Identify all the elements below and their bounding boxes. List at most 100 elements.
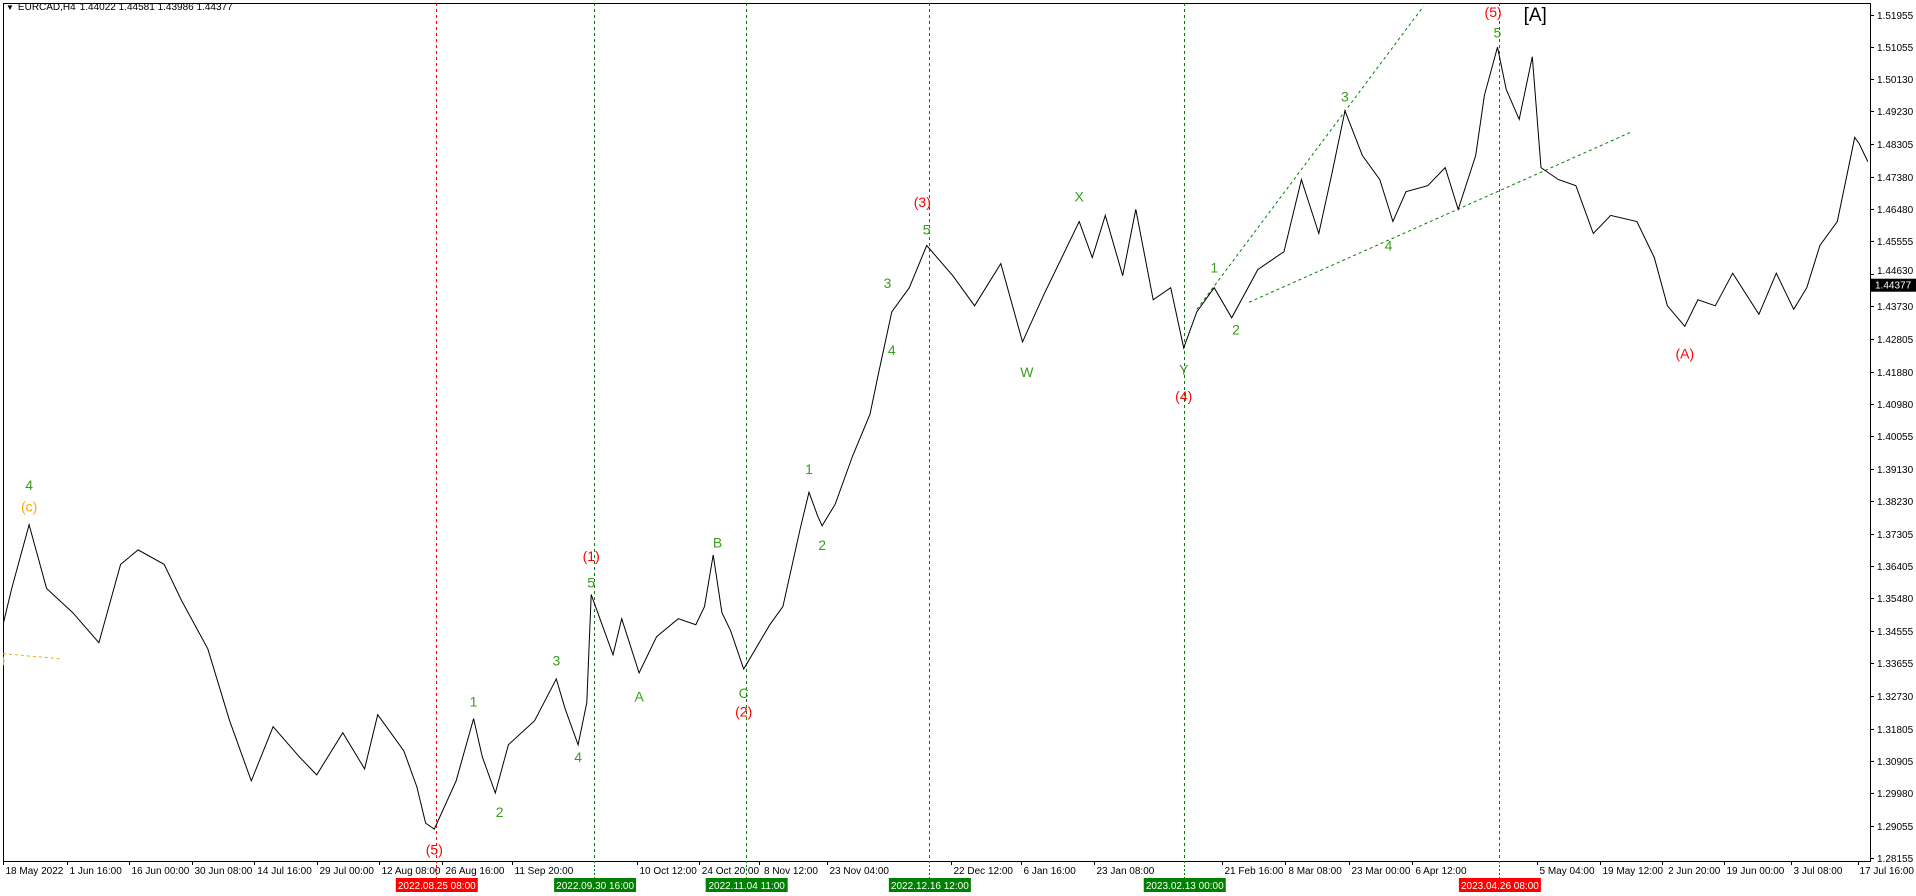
trendlines — [3, 6, 1633, 660]
wave-label: 4 — [888, 342, 896, 358]
wave-label: 4 — [1385, 238, 1393, 254]
x-tick-label: 18 May 2022 — [6, 866, 64, 877]
x-tick-label: 17 Jul 16:00 — [1860, 866, 1915, 877]
x-tick-label: 19 May 12:00 — [1603, 866, 1664, 877]
wave-label: Y — [1179, 361, 1189, 377]
x-tick-label: 5 May 04:00 — [1540, 866, 1595, 877]
y-tick-label: 1.50130 — [1877, 75, 1914, 86]
wave-label: 2 — [818, 537, 826, 553]
wave-label: X — [1075, 188, 1085, 204]
wave-label: B — [713, 535, 722, 551]
y-tick-label: 1.30905 — [1877, 757, 1914, 768]
y-tick-label: 1.38230 — [1877, 497, 1914, 508]
wave-label: 1 — [1210, 259, 1218, 275]
wave-label: 2 — [1232, 322, 1240, 338]
y-tick-label: 1.29980 — [1877, 789, 1914, 800]
y-tick-label: 1.37305 — [1877, 530, 1914, 541]
x-tick-label: 26 Aug 16:00 — [446, 866, 505, 877]
y-tick-label: 1.28155 — [1877, 854, 1914, 865]
vertical-line-date-badge — [395, 878, 478, 892]
vertical-line-date-label: 2023.02.13 00:00 — [1146, 881, 1224, 892]
x-tick-label: 11 Sep 20:00 — [515, 866, 574, 877]
wave-label: (2) — [735, 703, 752, 719]
x-tick-label: 8 Mar 08:00 — [1288, 866, 1342, 877]
wave-label: [A] — [1524, 5, 1547, 26]
y-tick-label: 1.42805 — [1877, 335, 1914, 346]
y-tick-label: 1.51055 — [1877, 43, 1914, 54]
symbol-title: EURCAD,H4 — [17, 2, 76, 13]
y-tick-label: 1.31805 — [1877, 725, 1914, 736]
x-tick-label: 14 Jul 16:00 — [257, 866, 312, 877]
wave-label: (A) — [1675, 346, 1694, 362]
x-tick-label: 23 Jan 08:00 — [1097, 866, 1155, 877]
vertical-line-date-badge — [705, 878, 788, 892]
wave-labels: 4 (c)) (5) 1 2 3 4 5 (1) A B C (2) 1 2 3 4 5 (3) W X Y (4) 1 2 3 4… — [1, 4, 1694, 857]
x-tick-label: 30 Jun 08:00 — [195, 866, 253, 877]
current-price-label: 1.44377 — [1875, 281, 1912, 292]
y-tick-label: 1.40055 — [1877, 432, 1914, 443]
trendline[interactable] — [1248, 130, 1633, 303]
vertical-line-date-label: 2022.09.30 16:00 — [556, 881, 634, 892]
wave-label: 5 — [923, 222, 931, 238]
wave-label: (3) — [914, 194, 931, 210]
y-tick-label: 1.46480 — [1877, 205, 1914, 216]
x-axis: 18 May 2022 1 Jun 16:00 16 Jun 00:00 30 Jun… — [3, 861, 1915, 892]
wave-label: (4) — [1175, 388, 1192, 404]
y-tick-label: 1.41880 — [1877, 368, 1914, 379]
y-tick-label: 1.32730 — [1877, 692, 1914, 703]
triangle-down-icon[interactable]: ▼ — [6, 3, 14, 12]
y-tick-label: 1.47380 — [1877, 173, 1914, 184]
y-tick-label: 1.51955 — [1877, 11, 1914, 22]
trendline[interactable] — [1196, 6, 1424, 310]
x-tick-label: 23 Nov 04:00 — [830, 866, 890, 877]
y-tick-label: 1.39130 — [1877, 465, 1914, 476]
y-tick-label: 1.40980 — [1877, 400, 1914, 411]
y-tick-label: 1.44630 — [1877, 266, 1914, 277]
vertical-line-date-badge — [554, 878, 637, 892]
vertical-line-date-label: 2022.11.04 11:00 — [708, 881, 785, 892]
x-tick-label: 22 Dec 12:00 — [954, 866, 1014, 877]
wave-label: 2 — [496, 804, 504, 820]
x-tick-label: 6 Apr 12:00 — [1415, 866, 1467, 877]
x-tick-label: 8 Nov 12:00 — [764, 866, 818, 877]
wave-label: W — [1020, 364, 1034, 380]
wave-label: (5) — [1485, 4, 1502, 20]
wave-label: 1 — [805, 461, 813, 477]
current-price-tag — [1871, 278, 1916, 292]
wave-label: C — [739, 685, 749, 701]
x-tick-label: 12 Aug 08:00 — [382, 866, 441, 877]
x-tick-label: 19 Jun 00:00 — [1727, 866, 1785, 877]
wave-label: 1 — [470, 693, 478, 709]
x-tick-label: 24 Oct 20:00 — [702, 866, 760, 877]
wave-label: 4 — [25, 477, 33, 493]
vertical-line-date-label: 2022.12.16 12:00 — [891, 881, 969, 892]
vertical-line-date-badge — [888, 878, 971, 892]
wave-label: 3 — [884, 275, 892, 291]
x-tick-label: 10 Oct 12:00 — [640, 866, 698, 877]
y-tick-label: 1.48305 — [1877, 140, 1914, 151]
y-tick-label: 1.29055 — [1877, 822, 1914, 833]
x-tick-label: 2 Jun 20:00 — [1668, 866, 1721, 877]
vertical-line-date-label: 2023.04.26 08:00 — [1461, 881, 1539, 892]
y-tick-label: 1.49230 — [1877, 107, 1914, 118]
plot-frame — [3, 3, 1871, 862]
wave-label: (1) — [583, 548, 600, 564]
ohlc-values: 1.44022 1.44581 1.43986 1.44377 — [79, 2, 233, 13]
y-tick-label: 1.35480 — [1877, 594, 1914, 605]
wave-label: 4 — [574, 749, 582, 765]
y-tick-label: 1.36405 — [1877, 562, 1914, 573]
y-tick-label: 1.45555 — [1877, 237, 1914, 248]
x-tick-label: 1 Jun 16:00 — [70, 866, 123, 877]
vertical-lines — [436, 3, 1500, 861]
vertical-line-date-label: 2022.08.25 08:00 — [398, 881, 476, 892]
x-tick-label: 23 Mar 00:00 — [1352, 866, 1411, 877]
y-axis: 1.51955 1.51055 1.50130 1.49230 1.48305 1.473… — [1870, 11, 1916, 865]
trendline[interactable] — [3, 653, 60, 660]
x-tick-label: 16 Jun 00:00 — [132, 866, 190, 877]
wave-label: ) — [1, 652, 6, 668]
vertical-line-date-badge — [1458, 878, 1541, 892]
price-series-line — [3, 46, 1869, 830]
wave-label: (5) — [426, 841, 443, 857]
wave-label: 5 — [1494, 25, 1502, 41]
